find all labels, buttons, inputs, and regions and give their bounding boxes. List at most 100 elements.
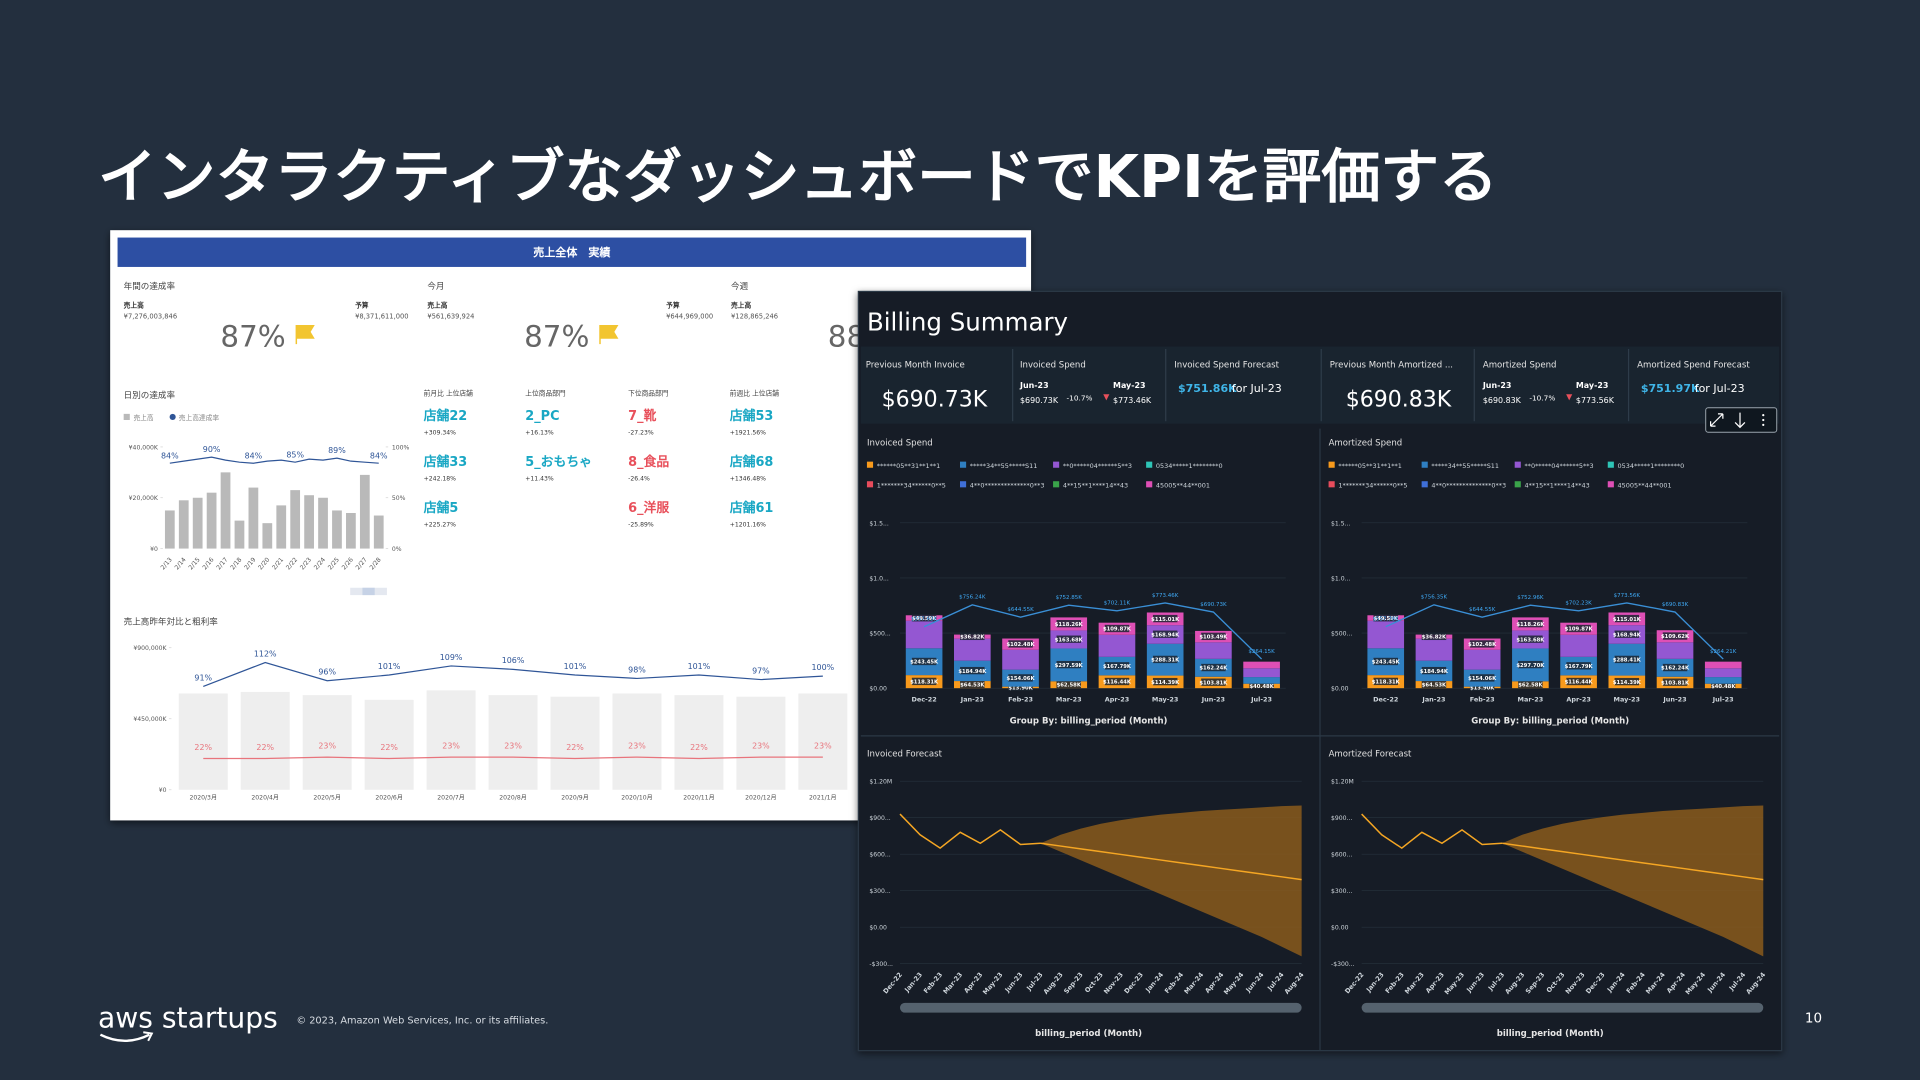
total-line: [1385, 602, 1724, 660]
data-label: $40.48K: [1711, 684, 1736, 690]
kpi-sales: ¥561,639,924: [427, 312, 474, 320]
data-label: $118.31K: [910, 680, 939, 686]
label-bg: [1518, 680, 1543, 689]
data-label: $115.01K: [1613, 617, 1642, 623]
x-tick-label: Feb-23: [1008, 696, 1033, 704]
label-bg: [1518, 660, 1543, 669]
kpi-title: Amortized Spend: [1483, 360, 1557, 370]
legend-label: **0*****04******5**3: [1524, 462, 1593, 470]
kpi-title: Invoiced Spend: [1020, 360, 1086, 370]
data-label: 22%: [194, 743, 212, 752]
y-tick-label: $900...: [869, 815, 890, 822]
kpi-change-arrow: [1103, 394, 1110, 401]
data-label: $168.94K: [1151, 632, 1180, 638]
legend-label: *****34**55*****S11: [1431, 462, 1499, 470]
legend-swatch: [960, 481, 967, 488]
data-label: $690.73K: [1200, 602, 1227, 608]
ranking-item: 店舗33: [424, 454, 468, 470]
kpi-budget-label: 予算: [355, 300, 369, 309]
label-bg: [1249, 682, 1274, 690]
y-tick-label: $1.0...: [869, 575, 888, 582]
data-label: 91%: [194, 673, 212, 682]
scrollbar: [1361, 1002, 1764, 1013]
legend-label: 4**15**1****14**43: [1524, 481, 1589, 489]
data-label: $184.94K: [1420, 669, 1449, 675]
kpi-sales-label: 売上高: [426, 300, 447, 309]
label-bg: [1008, 640, 1033, 648]
kpi-current: $690.83K: [1483, 396, 1522, 405]
legend-swatch: [1146, 461, 1153, 468]
x-tick-label: 2020/5月: [313, 795, 341, 802]
total-line: [923, 602, 1263, 660]
label-bg: [911, 614, 937, 622]
bar-segment: [1195, 642, 1232, 659]
scrollbar-thumb: [362, 587, 375, 596]
bar: [426, 690, 476, 790]
data-label: 23%: [752, 742, 770, 751]
kpi-value: $690.73K: [882, 388, 988, 413]
data-label: $102.48K: [1468, 642, 1497, 648]
x-tick-label: Dec-22: [911, 696, 936, 704]
ranking-change: +1346.48%: [730, 476, 766, 483]
y-tick-label: $300...: [869, 888, 890, 895]
data-label: 22%: [380, 743, 398, 752]
bar: [304, 495, 314, 549]
label-bg: [911, 677, 937, 686]
ranking-item: 店舗53: [730, 408, 774, 424]
bar: [220, 472, 231, 549]
x-tick-label: 2020/3月: [189, 795, 217, 802]
bar-segment: [1002, 649, 1039, 670]
y-tick-label: $600...: [1331, 852, 1352, 859]
y-tick-label: $0.00: [869, 925, 887, 932]
y-tick-label: $900...: [1331, 815, 1352, 822]
y-tick-label: ¥0: [150, 546, 158, 553]
kpi-title: 今月: [427, 280, 444, 292]
kpi-value: $690.83K: [1346, 388, 1452, 413]
chart-title: Amortized Forecast: [1329, 750, 1412, 760]
bar: [318, 497, 328, 549]
bar: [240, 691, 290, 790]
data-label: $557.78K: [1373, 617, 1400, 623]
bar-segment: [1243, 677, 1280, 684]
legend-label: ******05**31**1**1: [877, 462, 941, 470]
x-tick-label: May-23: [1152, 696, 1179, 704]
x-tick-label: Jun-23: [1662, 696, 1686, 704]
data-label: $773.46K: [1152, 593, 1179, 599]
legend-label: 1*******34******0**5: [877, 481, 946, 489]
x-tick-label: 2020/11月: [683, 795, 714, 802]
label-bg: [1104, 624, 1130, 633]
label-bg: [1056, 660, 1081, 669]
label-bg: [1373, 677, 1398, 686]
x-tick-label: Jul-23: [1712, 696, 1734, 704]
data-label: $49.59K: [912, 616, 937, 622]
kpi-flag: [599, 324, 619, 345]
data-label: 100%: [812, 663, 835, 672]
data-label: 101%: [564, 662, 587, 671]
label-bg: [1056, 619, 1081, 628]
legend-swatch: [960, 461, 967, 468]
legend-label: 売上高達成率: [179, 413, 220, 422]
y-tick-label: -$300...: [869, 961, 893, 968]
bar: [488, 695, 538, 790]
x-tick-label: Jul-23: [1250, 696, 1272, 704]
kpi-sales: ¥7,276,003,846: [124, 312, 177, 320]
data-label: $118.26K: [1055, 622, 1084, 628]
line: [169, 456, 379, 464]
legend-label: *****34**55*****S11: [970, 462, 1038, 470]
legend-label: 売上高: [133, 413, 153, 422]
kpi-sales: ¥128,865,246: [731, 312, 778, 320]
kpi-title: Invoiced Spend Forecast: [1174, 360, 1279, 370]
ranking-change: +1201.16%: [730, 522, 766, 529]
x-axis-label: billing_period (Month): [1497, 1029, 1604, 1039]
data-label: $114.39K: [1613, 680, 1642, 686]
data-label: $103.81K: [1661, 680, 1690, 686]
ranking-item: 2_PC: [525, 409, 559, 424]
data-label: 101%: [378, 662, 401, 671]
kpi-title: 今週: [731, 280, 749, 292]
legend-label: **0*****04******5**3: [1063, 462, 1132, 470]
sales-header-bar: [117, 237, 1027, 267]
label-bg: [1614, 614, 1640, 623]
bar-segment: [1704, 677, 1742, 684]
data-label: 23%: [814, 742, 832, 751]
